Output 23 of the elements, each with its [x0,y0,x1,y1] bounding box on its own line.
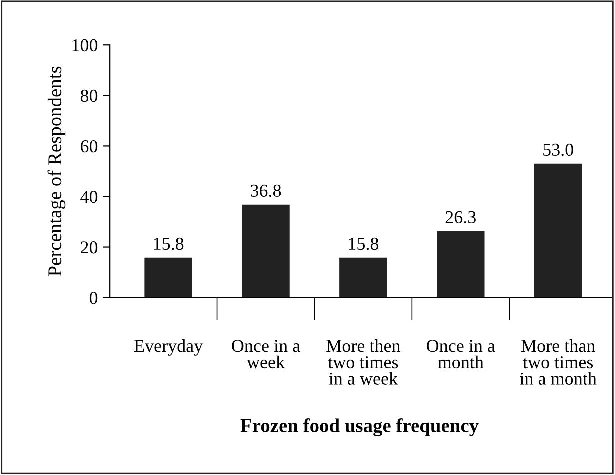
x-tick-label: Everyday [134,339,204,356]
y-axis-title: Percentage of Respondents [48,66,66,276]
x-tick-label: More then two times in a week [326,339,401,385]
x-axis-title: Frozen food usage frequency [240,418,479,436]
bar [144,258,192,298]
y-tick-label: 20 [81,242,98,254]
data-label: 15.8 [154,238,184,250]
data-label: 15.8 [349,238,379,250]
y-tick-label: 40 [80,191,98,204]
y-tick-label: 80 [80,90,98,102]
bar [242,204,290,298]
y-tick-label: 100 [72,39,98,52]
y-tick-label: 0 [90,292,98,304]
bar [534,164,582,298]
x-tick-label: More than two times in a month [520,339,597,385]
bar [340,258,388,298]
x-tick-label: Once in a month [427,340,496,369]
y-tick-label: 60 [81,140,98,153]
data-label: 36.8 [251,184,282,198]
bar [437,231,485,298]
x-tick-label: Once in a week [232,340,300,369]
data-label: 53.0 [544,144,574,156]
data-label: 26.3 [446,211,476,224]
